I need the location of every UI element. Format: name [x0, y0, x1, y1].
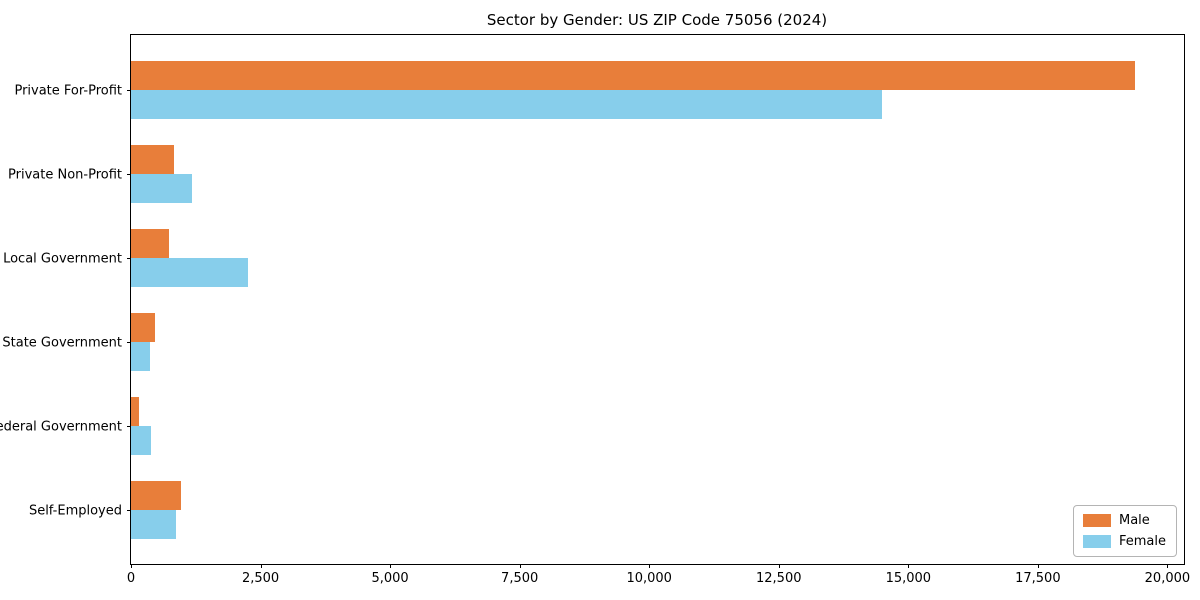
x-tick-10000	[649, 564, 651, 568]
y-label-state-government: State Government	[2, 335, 122, 350]
bar-federal-government-female	[131, 426, 151, 455]
legend-swatch-male	[1082, 514, 1111, 527]
x-label-20000: 20,000	[1144, 571, 1191, 586]
bar-private-for-profit-female	[131, 90, 883, 119]
bar-state-government-female	[131, 342, 151, 371]
legend-item-male: Male	[1082, 513, 1166, 528]
legend: Male Female	[1072, 505, 1177, 557]
x-label-0: 0	[126, 571, 136, 586]
y-label-private-for-profit: Private For-Profit	[14, 83, 122, 98]
y-label-self-employed: Self-Employed	[28, 503, 122, 518]
y-label-private-non-profit: Private Non-Profit	[8, 167, 122, 182]
bar-self-employed-female	[131, 510, 177, 539]
bar-private-for-profit-male	[131, 61, 1135, 90]
bar-private-non-profit-female	[131, 174, 192, 203]
x-label-17500: 17,500	[1015, 571, 1061, 586]
y-tick-self-employed	[127, 510, 131, 511]
x-label-7500: 7,500	[501, 571, 539, 586]
legend-swatch-female	[1082, 535, 1111, 548]
x-label-5000: 5,000	[371, 571, 409, 586]
y-label-federal-government: Federal Government	[0, 419, 122, 434]
legend-label-male: Male	[1118, 513, 1150, 528]
y-tick-private-for-profit	[127, 90, 131, 91]
legend-item-female: Female	[1082, 534, 1166, 549]
y-tick-local-government	[127, 258, 131, 259]
x-tick-0	[131, 564, 132, 568]
legend-label-female: Female	[1118, 534, 1166, 549]
x-tick-15000	[908, 564, 910, 568]
bar-local-government-female	[131, 258, 248, 287]
y-tick-private-non-profit	[127, 174, 131, 175]
bar-state-government-male	[131, 313, 156, 342]
x-label-15000: 15,000	[885, 571, 932, 586]
x-label-10000: 10,000	[626, 571, 672, 586]
x-tick-5000	[390, 564, 392, 568]
y-tick-federal-government	[127, 426, 131, 427]
x-tick-2500	[260, 564, 262, 568]
bar-federal-government-male	[131, 397, 139, 426]
chart-title: Sector by Gender: US ZIP Code 75056 (202…	[486, 11, 828, 29]
x-tick-7500	[519, 564, 521, 568]
plot-area: Male Female Private For-Profit Private No…	[0, 34, 1190, 586]
x-tick-12500	[778, 564, 780, 568]
bar-private-non-profit-male	[131, 145, 174, 174]
x-tick-17500	[1037, 564, 1039, 568]
y-tick-state-government	[127, 342, 131, 343]
y-label-local-government: Local Government	[3, 251, 122, 266]
bar-self-employed-male	[131, 481, 182, 510]
x-label-2500: 2,500	[241, 571, 280, 586]
bar-local-government-male	[131, 229, 170, 258]
x-label-12500: 12,500	[756, 571, 802, 586]
x-tick-20000	[1167, 564, 1169, 568]
